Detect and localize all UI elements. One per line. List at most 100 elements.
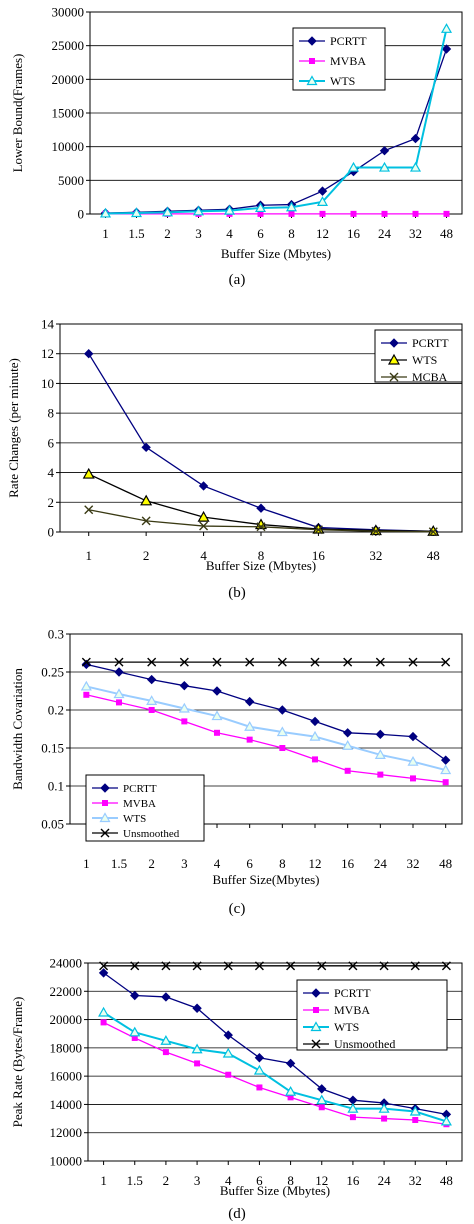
data-point [223,204,236,215]
data-point [342,728,353,738]
x-tick-label: 16 [346,1173,360,1188]
x-tick-label: 2 [148,856,155,871]
y-axis-label: Peak Rate (Bytes/Frame) [10,997,25,1128]
x-tick-label: 32 [407,856,420,871]
data-point [129,1026,141,1037]
data-point [443,210,450,217]
x-axis-label: Buffer Size(Mbytes) [213,872,320,887]
series-mvba [83,691,449,786]
series-line [105,28,448,215]
x-tick-label: 16 [347,226,361,241]
legend-marker [309,58,315,64]
x-tick-label: 12 [309,856,322,871]
legend-label: MVBA [330,54,366,68]
data-point [317,186,328,196]
series-line [103,1011,447,1123]
data-point [212,686,222,696]
data-point [80,680,92,691]
x-tick-label: 1.5 [128,226,144,241]
legend-label: WTS [123,813,146,825]
data-point [313,525,323,535]
data-point [312,522,325,534]
caption: (b) [228,585,246,601]
data-point [379,961,389,971]
data-point [316,1094,328,1105]
y-tick-label: 25000 [52,38,85,53]
x-tick-label: 32 [409,226,422,241]
data-point [141,516,151,526]
data-point [211,710,223,721]
y-axis-label: Rate Changes (per minute) [6,358,21,498]
chart-panel-d: 10000 12000 14000 16000 18000 20000 22000 24000… [10,956,463,1198]
legend-label: Unsmoothed [123,828,180,840]
data-point [256,522,266,532]
data-point [277,657,287,667]
x-tick-label: 3 [194,1173,201,1188]
legend-label: MCBA [412,370,448,384]
legend-marker [311,1039,321,1049]
data-point [99,961,109,971]
x-tick-label: 1 [100,1173,107,1188]
x-tick-label: 3 [195,226,202,241]
x-tick-label: 1 [83,856,90,871]
data-point [214,729,220,736]
x-axis-label: Buffer Size (Mbytes) [221,246,331,261]
data-point [374,749,386,759]
data-point [441,44,452,54]
x-tick-label: 48 [440,1173,453,1188]
data-point [212,657,222,667]
data-point [113,688,125,699]
legend-marker [102,800,108,806]
x-tick-label: 4 [226,226,233,241]
data-point [350,210,357,217]
x-tick-label: 48 [439,856,452,871]
data-point [277,705,288,715]
data-point [285,1058,296,1069]
data-point [147,657,157,667]
x-tick-label: 12 [316,226,329,241]
data-point [344,767,351,774]
chart-panel-c: 0.05 0.1 0.15 0.2 0.25 0.3 1 1.5 2 3 4 6 8 12 16 24 32 48… [10,627,463,887]
data-point [130,207,143,218]
y-tick-label: 8 [48,406,55,421]
legend-marker [100,783,110,793]
chart-panel-a: 0 5000 10000 15000 20000 25000 30000 1 1.5 2 3 4 6 8 1… [10,5,463,261]
series-wts [99,23,453,218]
y-tick-label: 10000 [50,1154,83,1169]
caption: (d) [228,1206,246,1222]
series-wts [98,1006,452,1126]
x-tick-label: 8 [258,548,265,563]
data-point [375,657,385,667]
data-point [225,1071,232,1078]
x-tick-label: 8 [288,226,295,241]
legend-label: PCRTT [330,34,367,48]
data-point [246,736,253,743]
data-point [192,205,205,216]
x-tick-label: 6 [257,226,264,241]
data-point [84,349,94,359]
data-point [312,756,318,763]
x-tick-label: 4 [214,856,221,871]
legend-label: PCRTT [334,986,371,1000]
x-tick-label: 24 [378,1173,392,1188]
x-tick-label: 32 [409,1173,422,1188]
data-point [410,133,421,144]
series-wts [80,680,452,775]
data-point [254,961,264,971]
data-point [130,961,140,971]
data-point [253,1064,265,1075]
data-point [254,202,267,213]
data-point [279,745,286,751]
y-tick-label: 4 [48,465,55,480]
y-tick-label: 20000 [50,1012,83,1027]
data-point [181,718,188,725]
data-point [194,1060,201,1067]
data-point [98,968,109,978]
y-axis-label: Lower Bound(Frames) [10,54,25,173]
legend-label: PCRTT [412,336,449,350]
data-point [409,161,422,172]
data-point [317,961,327,971]
data-point [440,1115,452,1126]
legend-label: WTS [412,353,437,367]
